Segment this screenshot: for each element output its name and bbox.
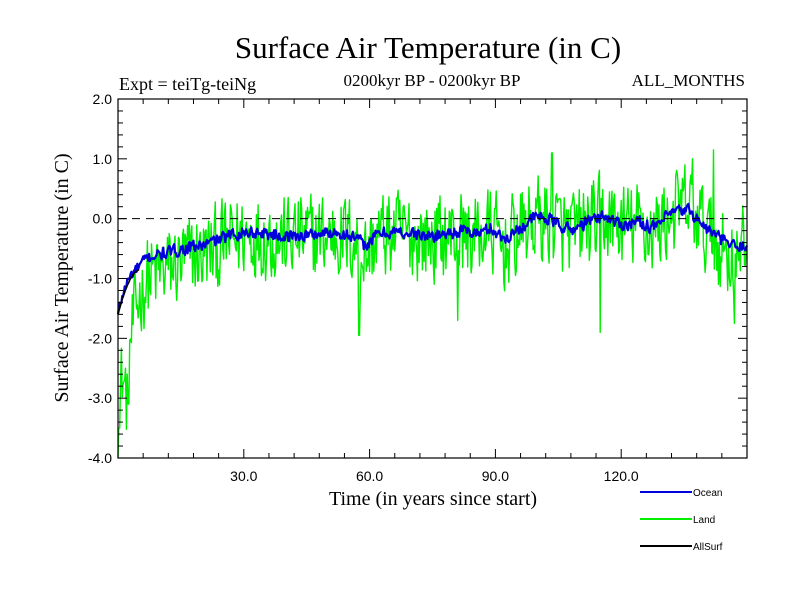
y-tick-label: -4.0 — [88, 450, 112, 466]
x-tick-label: 120.0 — [604, 468, 639, 484]
x-tick-label: 90.0 — [482, 468, 509, 484]
legend: Ocean Land AllSurf — [640, 488, 723, 553]
plot-frame — [117, 98, 748, 459]
months-label: ALL_MONTHS — [632, 71, 745, 90]
axis-tick-labels: 30.0 60.0 90.0 120.0 -4.0 -3.0 -2.0 -1.0 0.0 1.0 2… — [88, 91, 639, 484]
legend-label-ocean: Ocean — [693, 488, 722, 499]
y-tick-label: 0.0 — [93, 211, 113, 227]
period-label: 0200kyr BP - 0200kyr BP — [344, 71, 521, 90]
legend-label-allsurf: AllSurf — [693, 542, 723, 553]
y-tick-label: -1.0 — [88, 271, 112, 287]
y-tick-label: -2.0 — [88, 330, 112, 346]
x-axis-label: Time (in years since start) — [329, 488, 537, 510]
y-axis-label: Surface Air Temperature (in C) — [51, 153, 73, 402]
y-tick-label: -3.0 — [88, 390, 112, 406]
series-ocean — [116, 202, 748, 315]
y-tick-label: 1.0 — [93, 151, 113, 167]
y-tick-label: 2.0 — [93, 91, 113, 107]
series-line-land — [117, 149, 748, 459]
axis-ticks — [118, 99, 747, 458]
series-land — [117, 149, 748, 459]
x-tick-label: 60.0 — [356, 468, 383, 484]
series-line-ocean — [116, 202, 748, 315]
experiment-label: Expt = teiTg-teiNg — [119, 74, 256, 94]
x-tick-label: 30.0 — [230, 468, 257, 484]
legend-label-land: Land — [693, 515, 715, 526]
plot-border — [117, 98, 748, 459]
chart-title: Surface Air Temperature (in C) — [235, 30, 621, 65]
